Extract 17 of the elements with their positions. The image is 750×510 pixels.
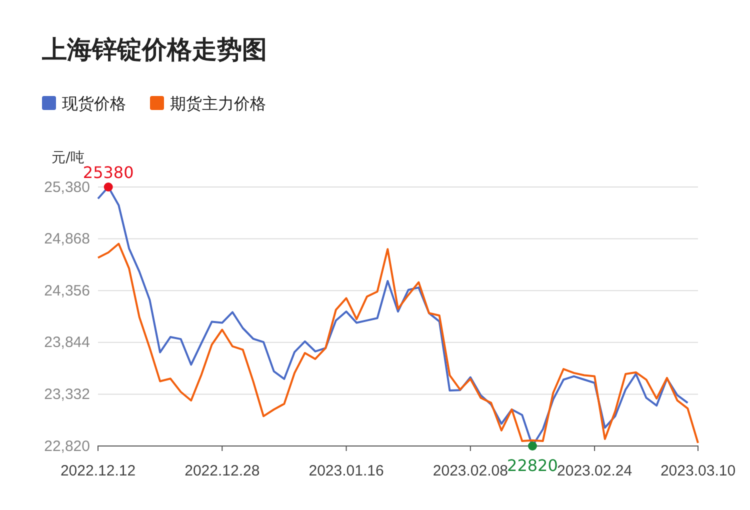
legend-label: 期货主力价格 [170, 94, 266, 113]
x-tick-label: 2023.01.16 [308, 462, 384, 480]
annotation: 22820 [507, 456, 558, 475]
y-axis-title: 元/吨 [52, 150, 84, 166]
y-tick-label: 23,332 [44, 386, 90, 403]
line-series [97, 242, 699, 444]
y-tick-label: 24,356 [44, 282, 90, 300]
x-tick-label: 2022.12.12 [60, 462, 136, 480]
x-tick-label: 2023.03.10 [660, 462, 736, 480]
y-tick-label: 23,844 [44, 334, 90, 352]
x-tick-label: 2023.02.24 [557, 462, 632, 480]
legend-label: 现货价格 [62, 94, 126, 113]
y-tick-label: 22,820 [44, 438, 90, 455]
y-tick-label: 24,868 [44, 230, 90, 248]
x-tick-label: 2023.02.08 [432, 462, 508, 480]
chart-title: 上海锌锭价格走势图 [41, 35, 267, 64]
x-tick-label: 2022.12.28 [184, 462, 260, 480]
